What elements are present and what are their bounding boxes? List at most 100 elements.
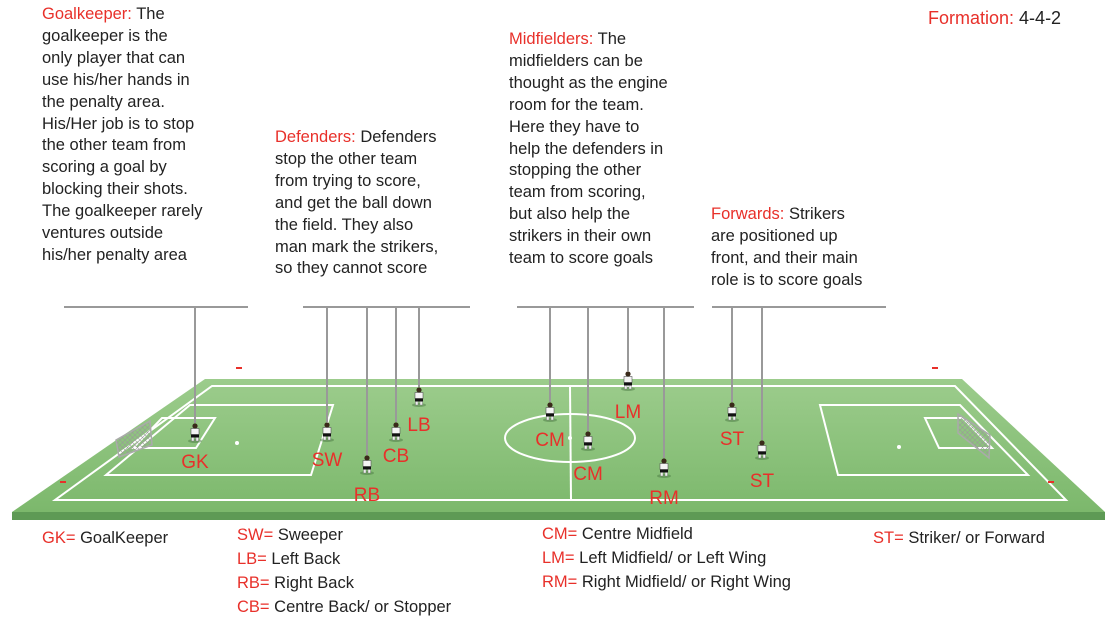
legend-item: SW= Sweeper [237,523,451,547]
player-cb [389,422,403,442]
legend-text: Left Midfield/ or Left Wing [579,549,767,567]
legend-abbr: CM= [542,525,578,543]
description-line: The [597,30,627,48]
player-label: LM [615,402,641,423]
description-line: The [136,5,165,23]
player-lm [621,371,635,391]
formation-label: Formation: [928,8,1015,28]
legend-striker: ST= Striker/ or Forward [873,526,1045,550]
legend-defenders: SW= Sweeper LB= Left Back RB= Right Back… [237,523,451,619]
legend-text: Striker/ or Forward [908,529,1045,547]
legend-text: Right Midfield/ or Right Wing [581,573,791,591]
defenders-description: Defenders: Defenders stop the other team… [275,127,505,280]
legend-abbr: GK= [42,529,76,547]
description-line: help the defenders in [509,139,664,158]
description-line: room for the team. [509,95,644,114]
connector-lines [194,307,763,458]
description-line: stopping the other [509,161,642,180]
player-rb [360,455,374,475]
description-line: The goalkeeper rarely [42,202,203,221]
description-line: role is to score goals [711,270,863,289]
description-line: midfielders can be [509,51,643,70]
description-line: Here they have to [509,117,640,136]
right-goal [957,412,991,460]
legend-item: CM= Centre Midfield [542,522,791,546]
description-line: so they cannot score [275,259,428,278]
legend-item: LM= Left Midfield/ or Left Wing [542,546,791,570]
player-st [725,402,739,422]
description-line: the other team from [42,136,186,155]
player-gk [188,423,202,443]
description-line: team from scoring, [509,183,646,202]
legend-abbr: ST= [873,529,904,547]
description-line: and get the ball down [275,193,432,212]
legend-abbr: LM= [542,549,575,567]
description-line: blocking their shots. [42,180,188,199]
player-label: GK [181,452,209,473]
player-sw [320,422,334,442]
defenders-heading: Defenders: [275,128,356,146]
formation-value: 4-4-2 [1019,8,1062,28]
player-lb [412,387,426,407]
player-label: CB [383,446,409,467]
midfielders-heading: Midfielders: [509,30,594,48]
description-line: goalkeeper is the [42,26,168,45]
forwards-description: Forwards: Strikers are positioned up fro… [711,204,941,292]
legend-item: LB= Left Back [237,547,451,571]
player-label: CM [573,464,603,485]
description-line: ventures outside [42,224,164,243]
midfielders-description: Midfielders: The midfielders can be thou… [509,29,739,270]
player-st [755,440,769,460]
player-label: ST [750,471,775,492]
forwards-heading: Forwards: [711,205,785,223]
description-line: front, and their main [711,248,858,267]
player-cm [581,431,595,451]
legend-abbr: RM= [542,573,578,591]
legend-text: GoalKeeper [80,529,169,547]
description-line: thought as the engine [509,73,668,92]
legend-abbr: RB= [237,574,270,592]
player-label: SW [312,450,343,471]
description-line: the penalty area. [42,92,165,111]
description-line: man mark the strikers, [275,237,439,256]
description-line: the field. They also [275,215,414,234]
legend-goalkeeper: GK= GoalKeeper [42,526,168,550]
legend-text: Centre Midfield [581,525,693,543]
legend-abbr: SW= [237,526,274,544]
player-label: LB [407,415,430,436]
description-line: but also help the [509,205,631,224]
legend-text: Sweeper [277,526,343,544]
player-cm [543,402,557,422]
description-line: Strikers [788,205,845,223]
left-goal [115,419,153,459]
legend-midfield: CM= Centre Midfield LM= Left Midfield/ o… [542,522,791,594]
legend-text: Left Back [271,550,341,568]
legend-abbr: CB= [237,598,270,616]
pitch [12,379,1105,520]
legend-abbr: LB= [237,550,267,568]
player-label: RM [649,488,679,509]
legend-text: Right Back [274,574,354,592]
player-rm [657,458,671,478]
legend-item: RM= Right Midfield/ or Right Wing [542,570,791,594]
goalkeeper-description: Goalkeeper: The goalkeeper is the only p… [42,4,272,267]
description-line: team to score goals [509,249,653,268]
legend-item: RB= Right Back [237,571,451,595]
description-line: his/her penalty area [42,245,187,264]
description-line: His/Her job is to stop [42,114,195,133]
formation: Formation: 4-4-2 [928,8,1061,30]
description-line: only player that can [42,48,186,67]
description-line: scoring a goal by [42,158,167,177]
description-line: from trying to score, [275,171,421,190]
player-label: RB [354,485,380,506]
player-label: CM [535,430,565,451]
corner-flags [60,367,1054,483]
description-line: stop the other team [275,149,418,168]
description-line: are positioned up [711,226,838,245]
player-label: ST [720,429,745,450]
legend-text: Centre Back/ or Stopper [274,598,452,616]
description-line: use his/her hands in [42,70,190,89]
legend-item: CB= Centre Back/ or Stopper [237,595,451,619]
